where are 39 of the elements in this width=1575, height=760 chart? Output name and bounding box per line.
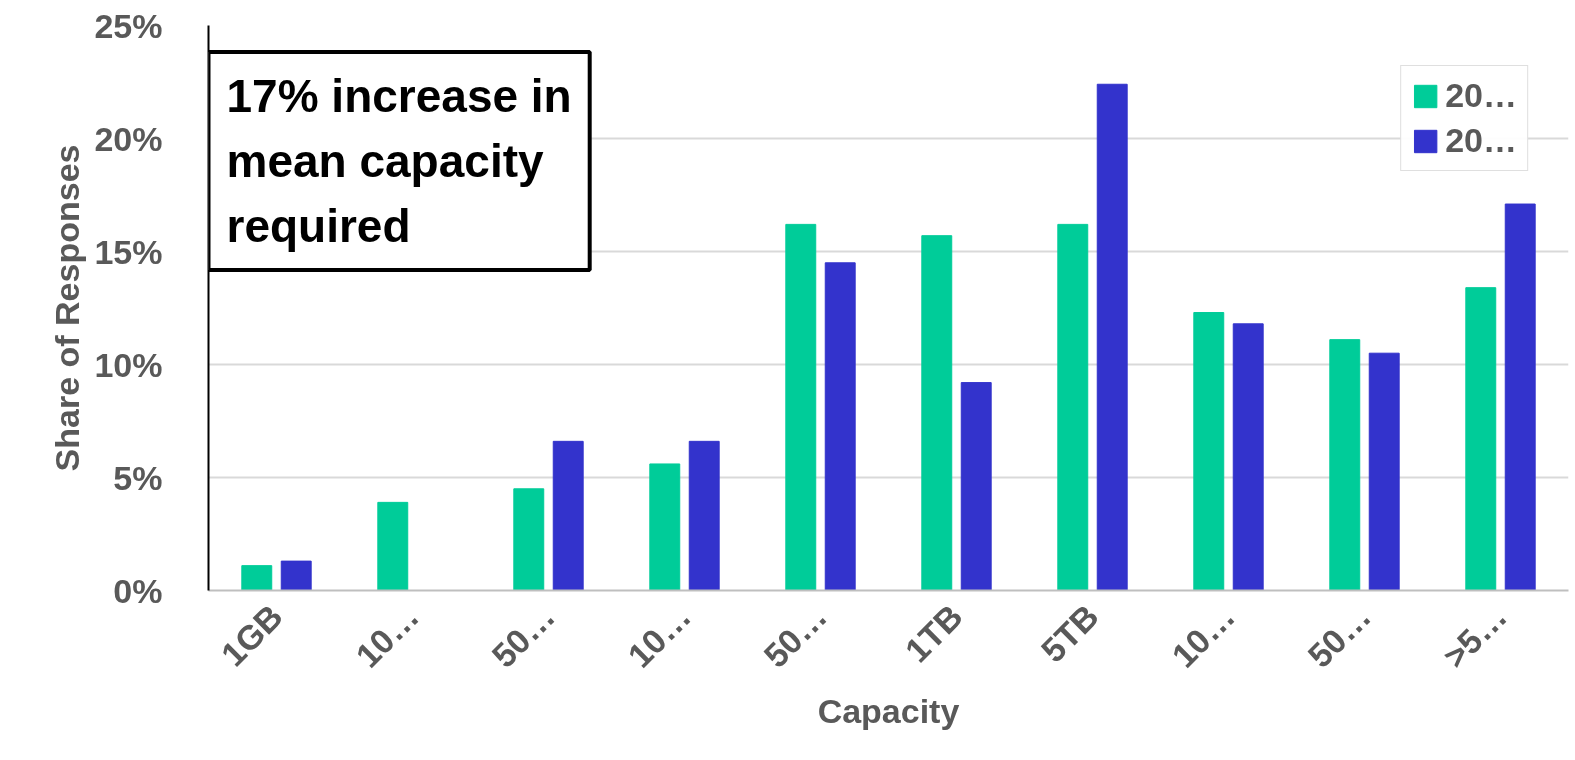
bar xyxy=(1193,312,1225,591)
annotation: 17% increase in mean capacity required xyxy=(226,70,572,253)
y-tick-label: 0% xyxy=(113,571,163,610)
bar xyxy=(513,488,545,591)
bar xyxy=(688,440,720,591)
legend-label: 20… xyxy=(1445,121,1517,160)
bar xyxy=(824,262,856,591)
x-tick-label: 10… xyxy=(620,597,698,675)
y-tick-label: 10% xyxy=(94,345,163,384)
x-tick-label: 50… xyxy=(484,597,562,675)
x-tick-label: 10… xyxy=(348,597,426,675)
x-tick-label: 10… xyxy=(1164,597,1242,675)
bar xyxy=(1368,352,1400,591)
y-tick-label: 20% xyxy=(94,119,163,158)
bar xyxy=(1232,323,1264,591)
bar xyxy=(649,463,681,591)
x-tick-label: 1TB xyxy=(897,597,970,670)
bar xyxy=(1329,339,1361,591)
bar xyxy=(1504,203,1536,591)
bar xyxy=(552,440,584,591)
x-tick-label: 50… xyxy=(1300,597,1378,675)
bar xyxy=(921,235,953,591)
x-tick-label: 50… xyxy=(756,597,834,675)
bar xyxy=(960,382,992,591)
bar xyxy=(1465,287,1497,591)
legend-label: 20… xyxy=(1445,76,1517,115)
bar xyxy=(280,560,312,591)
bar xyxy=(377,501,409,591)
x-tick-label: >5… xyxy=(1435,597,1514,676)
x-axis-title: Capacity xyxy=(817,691,960,730)
bar xyxy=(1096,83,1128,591)
y-tick-label: 15% xyxy=(94,232,163,271)
x-tick-label: 5TB xyxy=(1033,597,1106,670)
y-tick-label: 25% xyxy=(94,6,163,45)
bar xyxy=(241,565,273,591)
bar xyxy=(785,223,817,591)
bar xyxy=(1057,223,1089,591)
y-tick-label: 5% xyxy=(113,458,163,497)
y-axis-title: Share of Responses xyxy=(48,144,87,472)
